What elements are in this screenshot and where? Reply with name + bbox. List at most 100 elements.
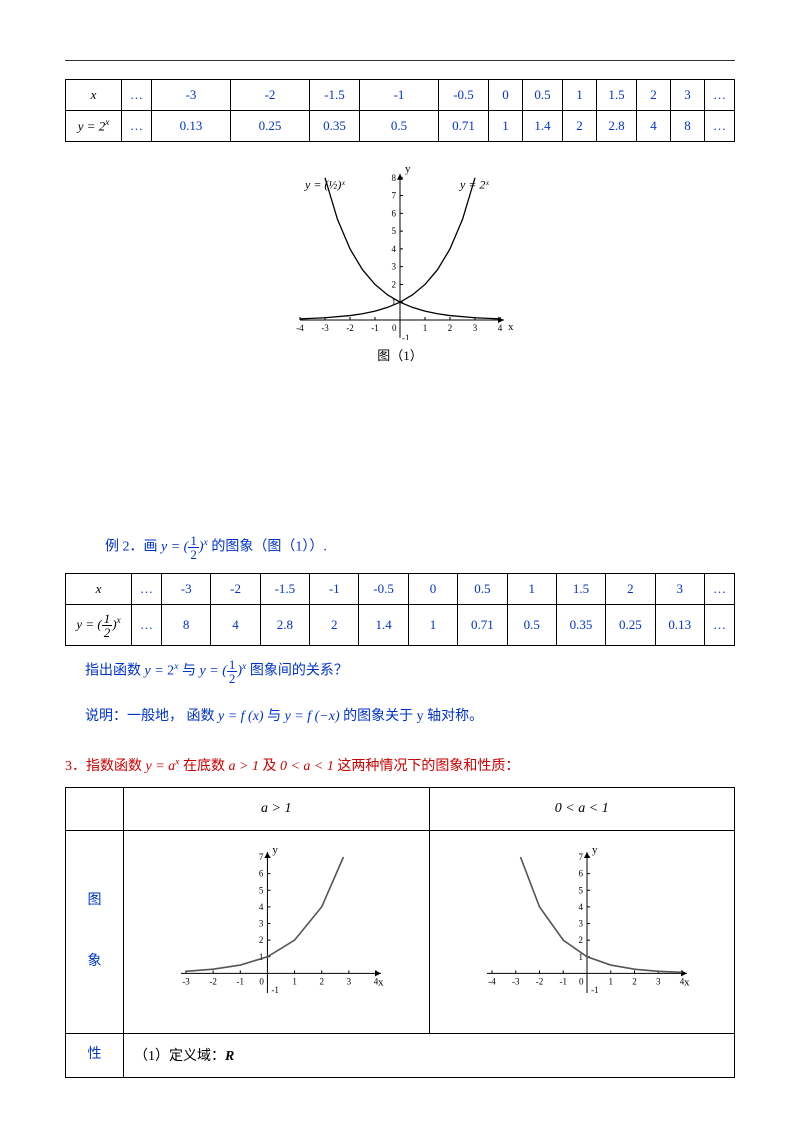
cell: 0.13 (152, 111, 231, 142)
chart-left-svg: -3-2-1123412345670-1xy (161, 845, 391, 1015)
table-y-label: y = 2x (66, 111, 122, 142)
svg-text:4: 4 (392, 244, 397, 254)
text: 在底数 (183, 759, 229, 774)
cell: 3 (655, 574, 704, 605)
property-table: a > 1 0 < a < 1 图象 -3-2-1123412345670-1x… (65, 787, 735, 1078)
chart-a-lt-1: -4-3-2-1123412345670-1xy (429, 831, 735, 1034)
cell: 2 (310, 605, 359, 646)
top-rule (65, 60, 735, 61)
svg-text:-3: -3 (512, 976, 520, 986)
text: 的图象（图（1））. (211, 540, 327, 555)
text: 3．指数函数 (65, 759, 146, 774)
table-1: x … -3 -2 -1.5 -1 -0.5 0 0.5 1 1.5 2 3 …… (65, 79, 735, 142)
example-2-line: 例 2．画 y = (12)x 的图象（图（1））. (105, 534, 735, 561)
cell: 0.13 (655, 605, 704, 646)
svg-text:y = 2ˣ: y = 2ˣ (459, 177, 489, 191)
svg-text:5: 5 (578, 885, 583, 895)
svg-text:y: y (273, 845, 279, 856)
header-a-lt-1: 0 < a < 1 (429, 788, 735, 831)
table-2: x … -3 -2 -1.5 -1 -0.5 0 0.5 1 1.5 2 3 …… (65, 573, 735, 646)
svg-text:1: 1 (259, 951, 264, 961)
cell: 0.35 (556, 605, 605, 646)
svg-text:-4: -4 (296, 323, 304, 333)
svg-text:1: 1 (608, 976, 613, 986)
cell: 0.25 (231, 111, 310, 142)
chart-right-svg: -4-3-2-1123412345670-1xy (467, 845, 697, 1015)
table-x-label: x (66, 80, 122, 111)
svg-text:6: 6 (259, 868, 264, 878)
chart-1: -4-3-2-11234123456780-1y = (½)ˣy = 2ˣxy … (65, 150, 735, 364)
cell: 0.71 (458, 605, 507, 646)
cell: -2 (211, 574, 260, 605)
svg-text:7: 7 (392, 191, 397, 201)
row-label-prop: 性 (66, 1034, 124, 1078)
svg-text:7: 7 (578, 852, 583, 862)
cell: 1.5 (597, 80, 637, 111)
cell: 0 (489, 80, 523, 111)
empty-cell (66, 788, 124, 831)
table-row: y = (12)x … 8 4 2.8 2 1.4 1 0.71 0.5 0.3… (66, 605, 735, 646)
svg-text:3: 3 (259, 918, 264, 928)
chart-1-svg: -4-3-2-11234123456780-1y = (½)ˣy = 2ˣxy (230, 150, 570, 340)
cell: 0.5 (507, 605, 556, 646)
svg-text:2: 2 (392, 279, 397, 289)
cell: 1.4 (359, 605, 408, 646)
svg-text:4: 4 (259, 901, 264, 911)
svg-text:4: 4 (498, 323, 503, 333)
svg-text:-1: -1 (237, 976, 245, 986)
cell: -3 (162, 574, 211, 605)
svg-text:0: 0 (579, 976, 584, 986)
text: 说明：一般地， 函数 (85, 709, 218, 724)
cell: … (132, 574, 162, 605)
svg-text:x: x (378, 976, 384, 988)
svg-text:-1: -1 (559, 976, 567, 986)
cell: … (705, 605, 735, 646)
svg-text:4: 4 (578, 901, 583, 911)
cell: -2 (231, 80, 310, 111)
cell: 1.4 (523, 111, 563, 142)
svg-text:-1: -1 (272, 985, 280, 995)
table-row: a > 1 0 < a < 1 (66, 788, 735, 831)
text: 与 (182, 664, 200, 679)
svg-text:2: 2 (320, 976, 325, 986)
cell: 0 (408, 574, 457, 605)
svg-text:-1: -1 (371, 323, 379, 333)
table-row: y = 2x … 0.13 0.25 0.35 0.5 0.71 1 1.4 2… (66, 111, 735, 142)
cell: 8 (162, 605, 211, 646)
cell: -1 (310, 574, 359, 605)
section-3-title: 3．指数函数 y = ax 在底数 a > 1 及 0 < a < 1 这两种情… (65, 755, 735, 775)
cell: … (132, 605, 162, 646)
cell: 2.8 (597, 111, 637, 142)
cell: 2 (563, 111, 597, 142)
cell: 2 (637, 80, 671, 111)
svg-text:-3: -3 (321, 323, 329, 333)
math-expr: 0 < a < 1 (280, 759, 334, 774)
svg-text:-1: -1 (591, 985, 599, 995)
svg-text:y: y (405, 163, 411, 175)
cell: 3 (671, 80, 705, 111)
row-label-graph: 图象 (66, 831, 124, 1034)
svg-text:3: 3 (347, 976, 352, 986)
property-1: （1）定义域：R (124, 1034, 735, 1078)
cell: 1 (408, 605, 457, 646)
chart-a-gt-1: -3-2-1123412345670-1xy (124, 831, 430, 1034)
cell: 2 (606, 574, 655, 605)
cell: 2.8 (260, 605, 309, 646)
table-row: x … -3 -2 -1.5 -1 -0.5 0 0.5 1 1.5 2 3 … (66, 80, 735, 111)
table-row: 性 （1）定义域：R (66, 1034, 735, 1078)
svg-text:0: 0 (260, 976, 265, 986)
svg-text:y = (½)ˣ: y = (½)ˣ (304, 177, 345, 191)
svg-text:-2: -2 (346, 323, 354, 333)
cell: -3 (152, 80, 231, 111)
cell: -1.5 (310, 80, 360, 111)
svg-text:5: 5 (392, 226, 397, 236)
math-expr: y = ( (161, 540, 188, 555)
svg-text:3: 3 (578, 918, 583, 928)
relation-line: 指出函数 y = 2x 与 y = (12)x 图象间的关系？ (85, 658, 735, 685)
svg-text:2: 2 (632, 976, 637, 986)
table-row: 图象 -3-2-1123412345670-1xy -4-3-2-1123412… (66, 831, 735, 1034)
cell: 4 (211, 605, 260, 646)
cell: 1 (563, 80, 597, 111)
svg-text:8: 8 (392, 173, 397, 183)
svg-text:x: x (508, 321, 514, 333)
